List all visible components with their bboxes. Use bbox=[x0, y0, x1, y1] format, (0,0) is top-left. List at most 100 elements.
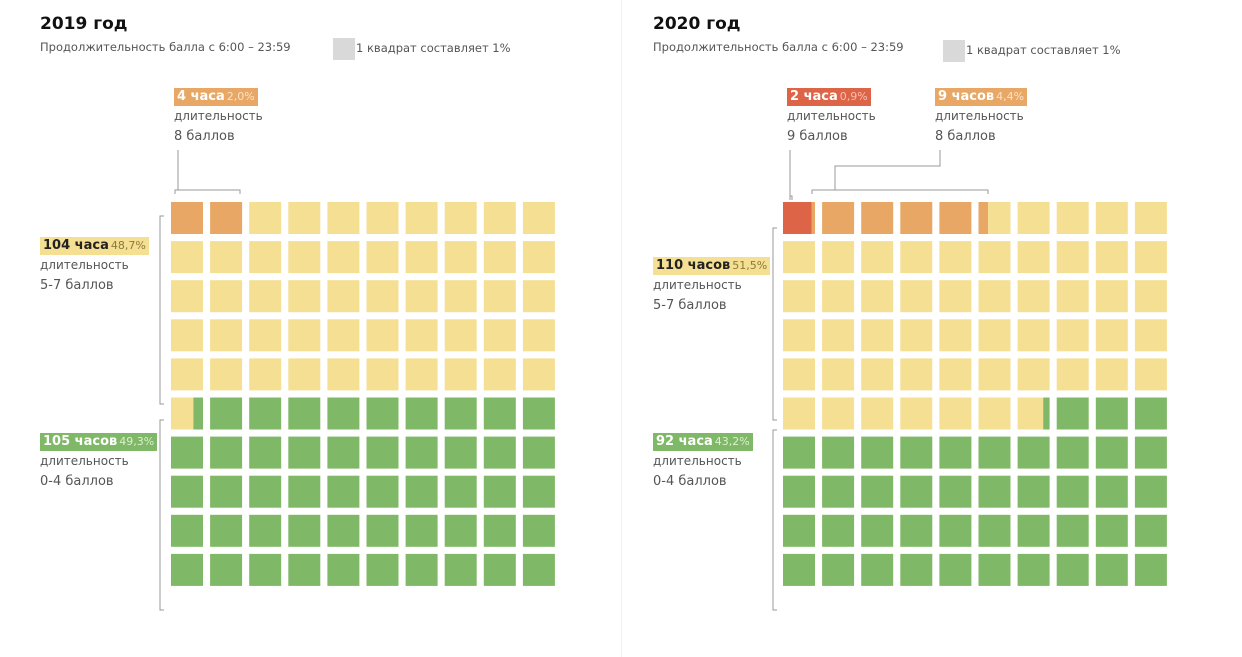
waffle-cell-fill bbox=[822, 358, 855, 391]
waffle-cell-fill bbox=[405, 514, 438, 547]
waffle-cell-fill bbox=[1095, 358, 1128, 391]
waffle-cell-fill bbox=[939, 514, 972, 547]
waffle-cell bbox=[1095, 514, 1128, 547]
waffle-cell bbox=[1056, 280, 1089, 313]
waffle-cell-fill bbox=[900, 553, 933, 586]
waffle-cell bbox=[900, 397, 933, 430]
waffle-cell bbox=[822, 280, 855, 313]
waffle-cell-fill bbox=[249, 202, 282, 234]
waffle-cell-fill bbox=[1056, 436, 1089, 469]
waffle-cell bbox=[405, 241, 438, 274]
waffle-cell-fill bbox=[900, 436, 933, 469]
waffle-cell-fill bbox=[1056, 553, 1089, 586]
waffle-cell-fill bbox=[1134, 475, 1167, 508]
waffle-cell-fill bbox=[444, 475, 477, 508]
waffle-cell bbox=[171, 280, 203, 313]
waffle-cell bbox=[444, 280, 477, 313]
waffle-cell-fill bbox=[861, 358, 894, 391]
chart-subtitle: Продолжительность балла с 6:00 – 23:59 bbox=[653, 40, 904, 54]
waffle-cell bbox=[900, 514, 933, 547]
waffle-cell bbox=[939, 202, 972, 234]
waffle-cell-fill bbox=[171, 319, 203, 352]
waffle-cell bbox=[249, 553, 282, 586]
waffle-cell-fill bbox=[210, 475, 243, 508]
waffle-cell-fill bbox=[1043, 397, 1050, 430]
waffle-cell bbox=[1095, 241, 1128, 274]
waffle-cell-fill bbox=[822, 514, 855, 547]
waffle-cell-fill bbox=[171, 358, 203, 391]
waffle-cell bbox=[522, 241, 555, 274]
waffle-cell-fill bbox=[483, 436, 516, 469]
waffle-cell-fill bbox=[171, 436, 203, 469]
waffle-cell-fill bbox=[522, 319, 555, 352]
waffle-cell-fill bbox=[1017, 202, 1050, 234]
value-tag: 105 часов 49,3% bbox=[40, 433, 158, 451]
waffle-cell-fill bbox=[522, 436, 555, 469]
waffle-cell-fill bbox=[1095, 475, 1128, 508]
waffle-cell-fill bbox=[1017, 436, 1050, 469]
waffle-cell-fill bbox=[366, 397, 399, 430]
waffle-cell-fill bbox=[1056, 397, 1089, 430]
waffle-cell-fill bbox=[249, 319, 282, 352]
waffle-cell bbox=[522, 475, 555, 508]
waffle-cell-fill bbox=[366, 436, 399, 469]
waffle-cell-fill bbox=[366, 553, 399, 586]
waffle-cell bbox=[1134, 514, 1167, 547]
waffle-cell bbox=[210, 475, 243, 508]
annotation-8-points: 9 часов 4,4% длительность 8 баллов bbox=[935, 86, 1028, 147]
waffle-cell bbox=[366, 202, 399, 234]
waffle-cell bbox=[327, 397, 360, 430]
waffle-cell bbox=[483, 436, 516, 469]
waffle-cell bbox=[900, 202, 933, 234]
waffle-cell-fill bbox=[366, 319, 399, 352]
waffle-cell-fill bbox=[861, 553, 894, 586]
waffle-cell-fill bbox=[210, 280, 243, 313]
waffle-cell bbox=[822, 397, 855, 430]
waffle-cell bbox=[522, 553, 555, 586]
waffle-cell bbox=[444, 397, 477, 430]
value-tag: 110 часов 51,5% bbox=[653, 257, 771, 275]
waffle-cell bbox=[366, 436, 399, 469]
waffle-cell bbox=[405, 280, 438, 313]
waffle-cell-fill bbox=[405, 319, 438, 352]
waffle-cell bbox=[405, 475, 438, 508]
waffle-cell-fill bbox=[1017, 241, 1050, 274]
waffle-cell bbox=[522, 280, 555, 313]
waffle-cell-fill bbox=[861, 280, 894, 313]
waffle-cell-fill bbox=[522, 202, 555, 234]
waffle-cell bbox=[210, 514, 243, 547]
waffle-cell-fill bbox=[783, 475, 815, 508]
waffle-cell bbox=[405, 358, 438, 391]
waffle-cell-fill bbox=[1095, 436, 1128, 469]
waffle-cell-fill bbox=[366, 358, 399, 391]
waffle-cell-fill bbox=[483, 514, 516, 547]
waffle-cell bbox=[900, 280, 933, 313]
waffle-cell-fill bbox=[210, 319, 243, 352]
waffle-cell-fill bbox=[1017, 553, 1050, 586]
legend-square bbox=[333, 38, 355, 60]
waffle-cell bbox=[483, 397, 516, 430]
waffle-cell-fill bbox=[483, 553, 516, 586]
waffle-cell-fill bbox=[288, 553, 321, 586]
waffle-cell bbox=[444, 202, 477, 234]
waffle-cell-fill bbox=[444, 241, 477, 274]
waffle-cell bbox=[366, 553, 399, 586]
waffle-cell bbox=[249, 280, 282, 313]
waffle-cell-fill bbox=[1134, 202, 1167, 234]
waffle-cell bbox=[522, 358, 555, 391]
waffle-cell bbox=[405, 514, 438, 547]
waffle-cell bbox=[978, 553, 1011, 586]
waffle-cell-fill bbox=[1134, 319, 1167, 352]
waffle-cell-fill bbox=[327, 514, 360, 547]
waffle-cell bbox=[978, 241, 1011, 274]
waffle-cell-fill bbox=[1095, 553, 1128, 586]
waffle-cell-fill bbox=[861, 241, 894, 274]
waffle-cell bbox=[978, 436, 1011, 469]
annotation-0-4-points: 92 часа 43,2% длительность 0-4 баллов bbox=[653, 431, 753, 492]
waffle-cell-fill bbox=[783, 202, 812, 234]
annotation-9-points: 2 часа 0,9% длительность 9 баллов bbox=[787, 88, 876, 144]
waffle-cell bbox=[405, 553, 438, 586]
waffle-cell bbox=[1134, 241, 1167, 274]
waffle-cell bbox=[327, 202, 360, 234]
waffle-cell bbox=[900, 475, 933, 508]
